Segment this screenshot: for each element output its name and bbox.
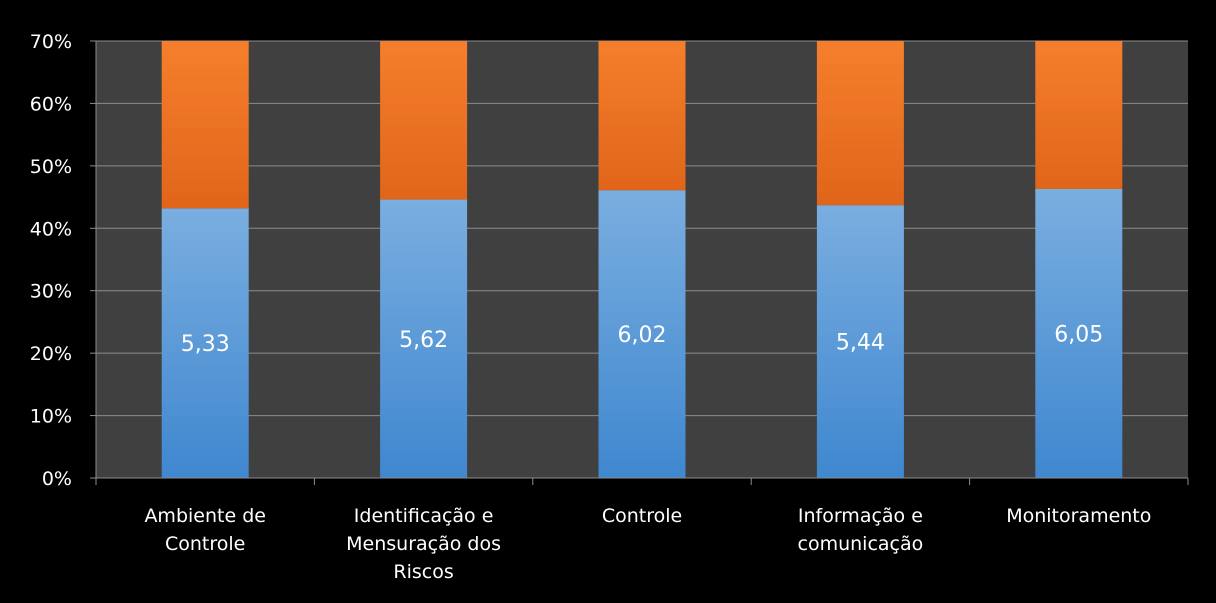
bar-series1	[598, 190, 686, 478]
x-category-label: Riscos	[393, 561, 453, 583]
bar-series1	[161, 208, 249, 478]
bar-series2	[816, 41, 904, 206]
y-tick-label: 30%	[30, 281, 72, 303]
y-tick-label: 40%	[30, 218, 72, 240]
x-category-label: Informação e	[798, 505, 923, 527]
x-category-label: Ambiente de	[144, 505, 266, 527]
y-tick-label: 50%	[30, 156, 72, 178]
y-tick-label: 0%	[42, 468, 72, 490]
x-category-label: Monitoramento	[1006, 505, 1151, 527]
x-axis: Ambiente de Controle Identificação e Mensur…	[95, 477, 1189, 583]
bar-series1	[1035, 188, 1123, 478]
x-category-label: Controle	[165, 533, 245, 555]
data-label: 5,33	[181, 332, 230, 357]
bar-series2	[1035, 41, 1123, 189]
bar-series1	[380, 199, 468, 478]
x-category-label: Controle	[602, 505, 682, 527]
y-tick-label: 70%	[30, 31, 72, 53]
y-tick-label: 20%	[30, 343, 72, 365]
y-tick-label: 60%	[30, 93, 72, 115]
bar-series2	[380, 41, 468, 200]
data-label: 6,05	[1054, 322, 1103, 347]
bars: 5,33 5,62 6,02 5,44 6,05	[161, 41, 1123, 479]
bar-series2	[598, 41, 686, 191]
x-category-label: comunicação	[798, 533, 924, 555]
data-label: 5,62	[399, 328, 448, 353]
y-axis: 0% 10% 20% 30% 40% 50% 60% 70%	[30, 31, 97, 490]
data-label: 5,44	[836, 331, 885, 356]
data-label: 6,02	[618, 323, 667, 348]
y-tick-label: 10%	[30, 406, 72, 428]
x-category-label: Identificação e	[354, 505, 494, 527]
x-category-label: Mensuração dos	[346, 533, 501, 555]
bar-series2	[161, 41, 249, 209]
bar-series1	[816, 205, 904, 479]
